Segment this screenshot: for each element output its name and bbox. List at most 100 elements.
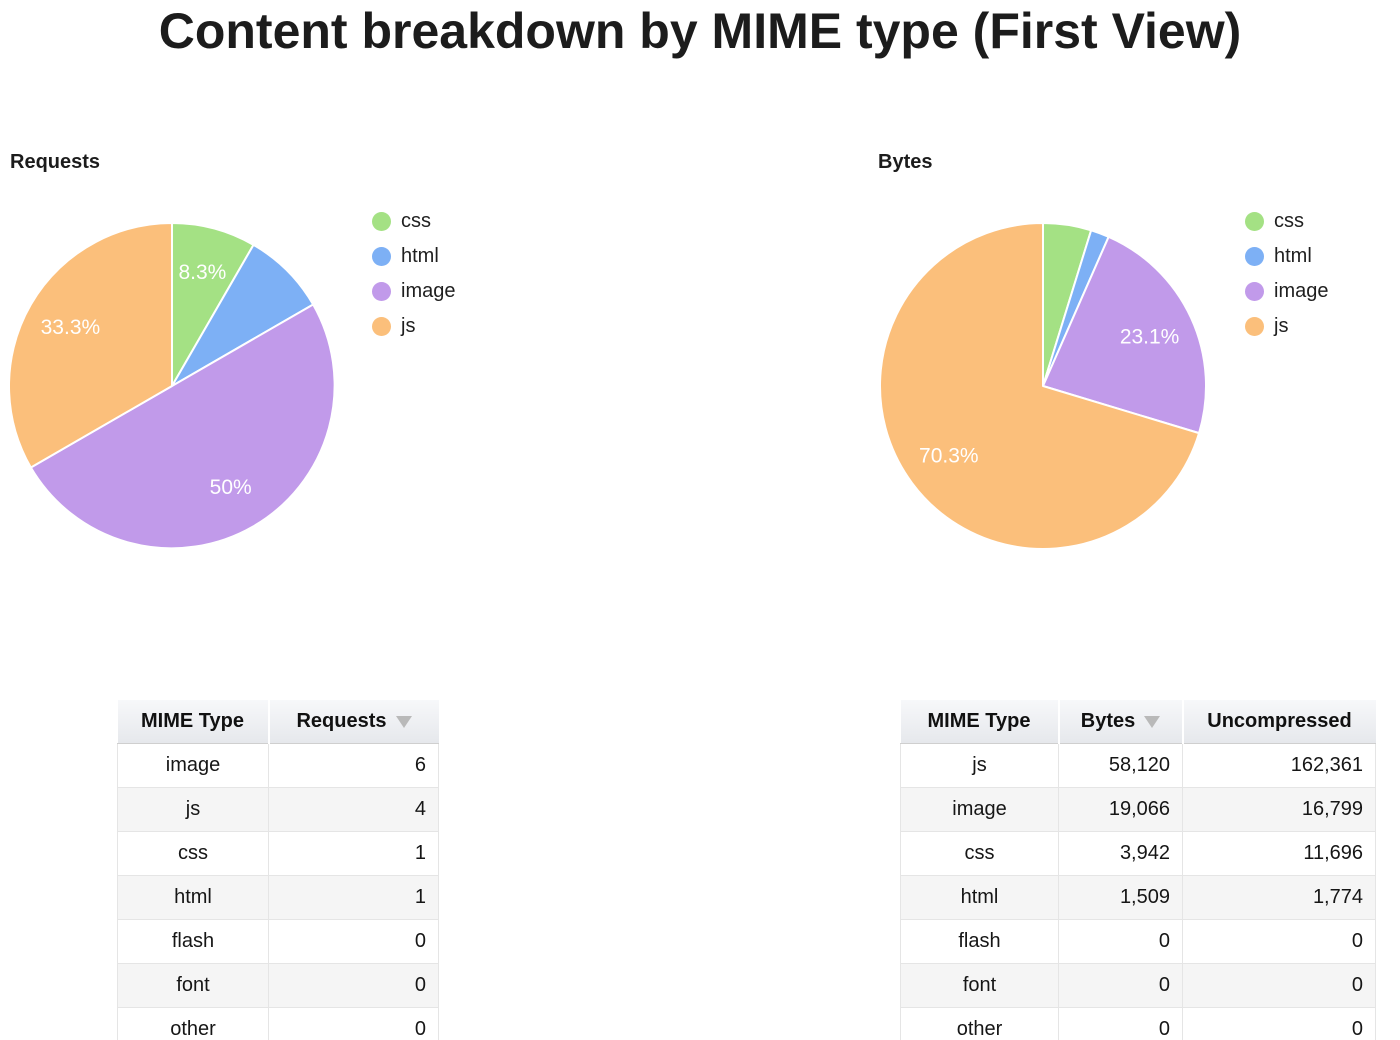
- pie-chart-requests: 8.3% 50% 33.3%: [9, 223, 339, 553]
- table-row: css 3,942 11,696: [900, 831, 1376, 876]
- legend-label: js: [401, 315, 416, 337]
- table-row: other 0: [117, 1007, 439, 1040]
- legend-label: html: [401, 245, 439, 267]
- column-header-uncompressed[interactable]: Uncompressed: [1181, 700, 1376, 744]
- pie-slice-image[interactable]: [29, 303, 336, 550]
- value-cell: 0: [1182, 963, 1376, 1008]
- mime-type-cell: other: [900, 1007, 1059, 1040]
- legend-swatch-html: [1245, 247, 1264, 266]
- legend-bytes: css html image js: [1245, 204, 1328, 344]
- value-cell: 1,774: [1182, 875, 1376, 920]
- mime-type-cell: css: [117, 831, 269, 876]
- table-header-row: MIME Type Bytes Uncompressed: [900, 700, 1376, 744]
- table-row: css 1: [117, 831, 439, 876]
- pie-slice-image[interactable]: [1042, 235, 1207, 435]
- mime-type-cell: js: [900, 743, 1059, 788]
- value-cell: 0: [268, 963, 439, 1008]
- legend-item-image: image: [1245, 274, 1328, 309]
- value-cell: 11,696: [1182, 831, 1376, 876]
- value-cell: 0: [268, 919, 439, 964]
- sort-descending-icon: [395, 716, 412, 728]
- legend-label: html: [1274, 245, 1312, 267]
- table-row: other 0 0: [900, 1007, 1376, 1040]
- pie-slice-html[interactable]: [171, 243, 315, 387]
- bytes-table: MIME Type Bytes Uncompressed js 58,120 162,36…: [900, 700, 1376, 1040]
- table-row: image 6: [117, 743, 439, 788]
- pie-slice-js[interactable]: [9, 223, 173, 469]
- value-cell: 16,799: [1182, 787, 1376, 832]
- requests-table: MIME Type Requests image 6 js 4 css 1 html 1 flash…: [117, 700, 439, 1040]
- legend-label: image: [401, 280, 456, 302]
- mime-type-cell: js: [117, 787, 269, 832]
- value-cell: 3,942: [1058, 831, 1183, 876]
- column-header-requests[interactable]: Requests: [267, 700, 439, 744]
- legend-item-image: image: [372, 274, 455, 309]
- column-header-label: MIME Type: [927, 710, 1031, 732]
- value-cell: 0: [1182, 1007, 1376, 1040]
- table-row: html 1,509 1,774: [900, 875, 1376, 920]
- legend-item-js: js: [372, 309, 455, 344]
- chart-heading-bytes: Bytes: [878, 151, 933, 173]
- value-cell: 1: [268, 875, 439, 920]
- value-cell: 0: [1058, 1007, 1183, 1040]
- chart-heading-requests: Requests: [10, 151, 101, 173]
- pie-slice-css[interactable]: [171, 223, 255, 387]
- page-title: Content breakdown by MIME type (First Vi…: [158, 3, 1242, 59]
- legend-item-html: html: [1245, 239, 1328, 274]
- legend-swatch-css: [1245, 212, 1264, 231]
- mime-type-cell: html: [900, 875, 1059, 920]
- slice-percent-label-css: 8.3%: [178, 261, 226, 284]
- mime-type-cell: image: [900, 787, 1059, 832]
- table-header-row: MIME Type Requests: [117, 700, 439, 744]
- table-row: font 0: [117, 963, 439, 1008]
- legend-label: css: [1274, 210, 1304, 232]
- slice-percent-label-js: 33.3%: [41, 316, 101, 339]
- column-header-label: Bytes: [1080, 710, 1136, 732]
- slice-percent-label-image: 50%: [210, 476, 252, 499]
- value-cell: 1,509: [1058, 875, 1183, 920]
- legend-item-html: html: [372, 239, 455, 274]
- value-cell: 4: [268, 787, 439, 832]
- value-cell: 58,120: [1058, 743, 1183, 788]
- pie-chart-bytes: 23.1% 70.3%: [880, 223, 1210, 553]
- value-cell: 0: [1182, 919, 1376, 964]
- legend-swatch-js: [372, 317, 391, 336]
- slice-percent-label-image: 23.1%: [1120, 325, 1180, 348]
- value-cell: 19,066: [1058, 787, 1183, 832]
- table-row: html 1: [117, 875, 439, 920]
- value-cell: 0: [1058, 919, 1183, 964]
- mime-type-cell: font: [117, 963, 269, 1008]
- table-row: flash 0 0: [900, 919, 1376, 964]
- legend-swatch-html: [372, 247, 391, 266]
- legend-swatch-image: [1245, 282, 1264, 301]
- legend-item-js: js: [1245, 309, 1328, 344]
- pie-slice-js[interactable]: [880, 223, 1201, 550]
- legend-swatch-js: [1245, 317, 1264, 336]
- column-header-label: MIME Type: [141, 710, 244, 732]
- mime-type-cell: font: [900, 963, 1059, 1008]
- sort-descending-icon: [1144, 716, 1161, 728]
- column-header-mime-type[interactable]: MIME Type: [900, 700, 1059, 744]
- table-row: js 58,120 162,361: [900, 743, 1376, 788]
- table-row: font 0 0: [900, 963, 1376, 1008]
- value-cell: 0: [268, 1007, 439, 1040]
- column-header-label: Uncompressed: [1207, 710, 1352, 732]
- table-row: flash 0: [117, 919, 439, 964]
- mime-type-cell: css: [900, 831, 1059, 876]
- column-header-mime-type[interactable]: MIME Type: [117, 700, 269, 744]
- mime-type-cell: image: [117, 743, 269, 788]
- mime-type-cell: flash: [117, 919, 269, 964]
- table-row: js 4: [117, 787, 439, 832]
- legend-item-css: css: [1245, 204, 1328, 239]
- column-header-bytes[interactable]: Bytes: [1057, 700, 1183, 744]
- mime-type-cell: other: [117, 1007, 269, 1040]
- legend-item-css: css: [372, 204, 455, 239]
- legend-swatch-image: [372, 282, 391, 301]
- mime-type-cell: flash: [900, 919, 1059, 964]
- value-cell: 1: [268, 831, 439, 876]
- legend-label: css: [401, 210, 431, 232]
- column-header-label: Requests: [296, 710, 387, 732]
- mime-type-cell: html: [117, 875, 269, 920]
- value-cell: 6: [268, 743, 439, 788]
